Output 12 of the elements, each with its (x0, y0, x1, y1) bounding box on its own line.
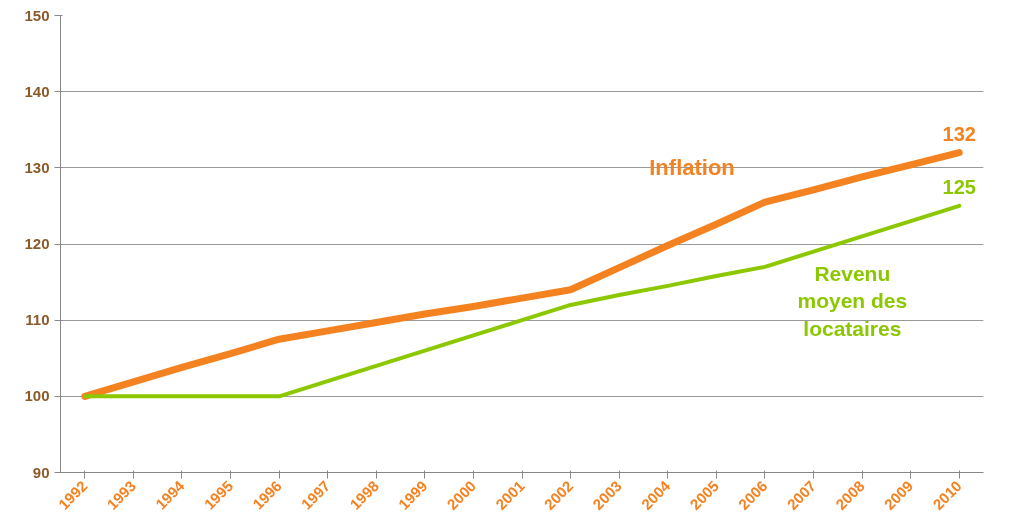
series-label: Revenu moyen des locataires (797, 261, 908, 340)
series-label: Inflation (649, 155, 735, 181)
y-tick-label: 140 (24, 82, 50, 100)
y-tick-label: 150 (24, 6, 50, 24)
line-series (82, 203, 962, 399)
data-label: 125 (942, 175, 976, 198)
data-label: 132 (942, 122, 976, 145)
y-tick-label: 90 (32, 463, 50, 481)
y-tick-label: 110 (25, 311, 50, 329)
y-tick-label: 130 (24, 158, 50, 176)
y-tick-label: 100 (24, 387, 50, 405)
y-tick-label: 120 (24, 235, 50, 252)
